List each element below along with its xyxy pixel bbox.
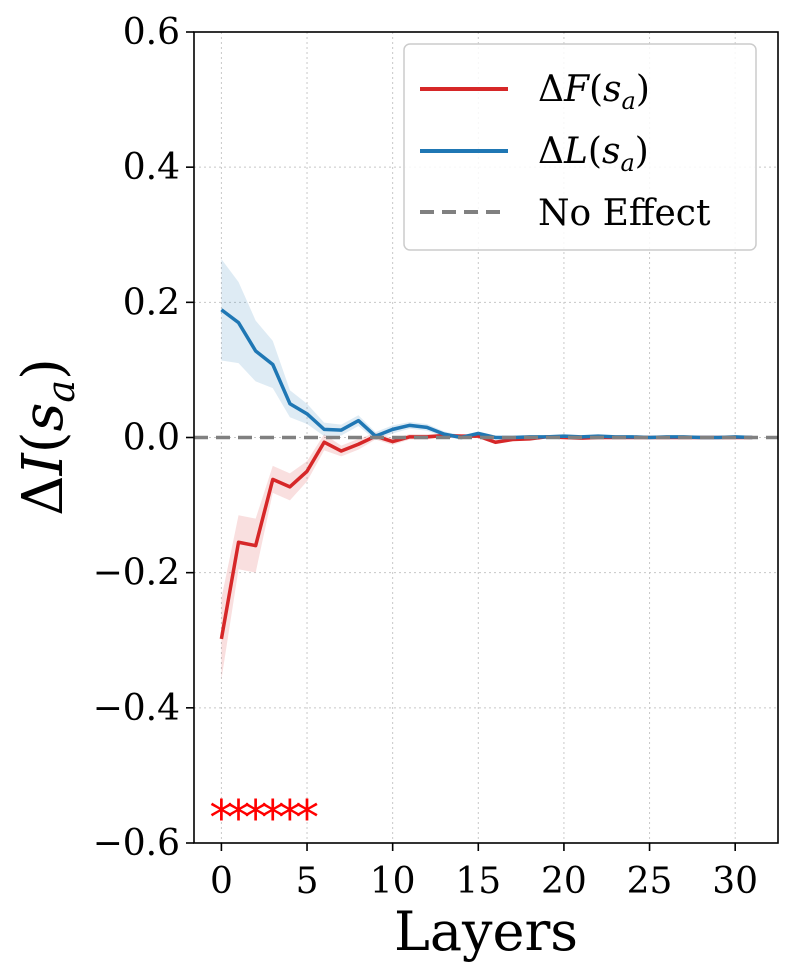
y-tick-label: 0.0 (123, 418, 180, 459)
x-tick-label: 15 (455, 861, 501, 902)
y-tick-label: 0.2 (123, 282, 180, 323)
legend: ΔF(sa) ΔL(sa) No Effect (403, 43, 757, 251)
y-tick-label: 0.4 (123, 147, 180, 188)
significance-star: * (244, 791, 268, 847)
axis-ticks: 0 5 10 15 20 25 30 0.6 0.4 0.2 0.0 −0.2 −0.4 −0.6 (93, 12, 759, 902)
x-axis-title: Layers (394, 900, 578, 963)
x-tick-label: 10 (370, 861, 416, 902)
series-lines (194, 308, 778, 640)
significance-star: * (261, 791, 285, 847)
x-tick-label: 0 (210, 861, 233, 902)
significance-star: * (209, 791, 233, 847)
band-1 (221, 259, 753, 441)
legend-box (403, 43, 757, 251)
y-tick-label: −0.4 (93, 688, 180, 729)
confidence-bands (221, 259, 753, 680)
legend-label-delta-l: ΔL(sa) (538, 131, 649, 177)
x-tick-label: 25 (627, 861, 673, 902)
significance-star: * (227, 791, 251, 847)
significance-star: * (278, 791, 302, 847)
legend-label-no-effect: No Effect (538, 193, 711, 234)
significance-star: * (295, 791, 319, 847)
y-tick-label: −0.2 (93, 553, 180, 594)
y-tick-label: −0.6 (93, 823, 180, 864)
legend-label-delta-f: ΔF(sa) (538, 69, 650, 115)
y-axis-title: ΔI(sa) (11, 358, 83, 516)
x-tick-label: 30 (712, 861, 758, 902)
band-0 (221, 432, 753, 680)
y-tick-label: 0.6 (123, 12, 180, 53)
significance-markers: ****** (209, 791, 319, 847)
x-tick-label: 20 (541, 861, 587, 902)
x-tick-label: 5 (296, 861, 319, 902)
